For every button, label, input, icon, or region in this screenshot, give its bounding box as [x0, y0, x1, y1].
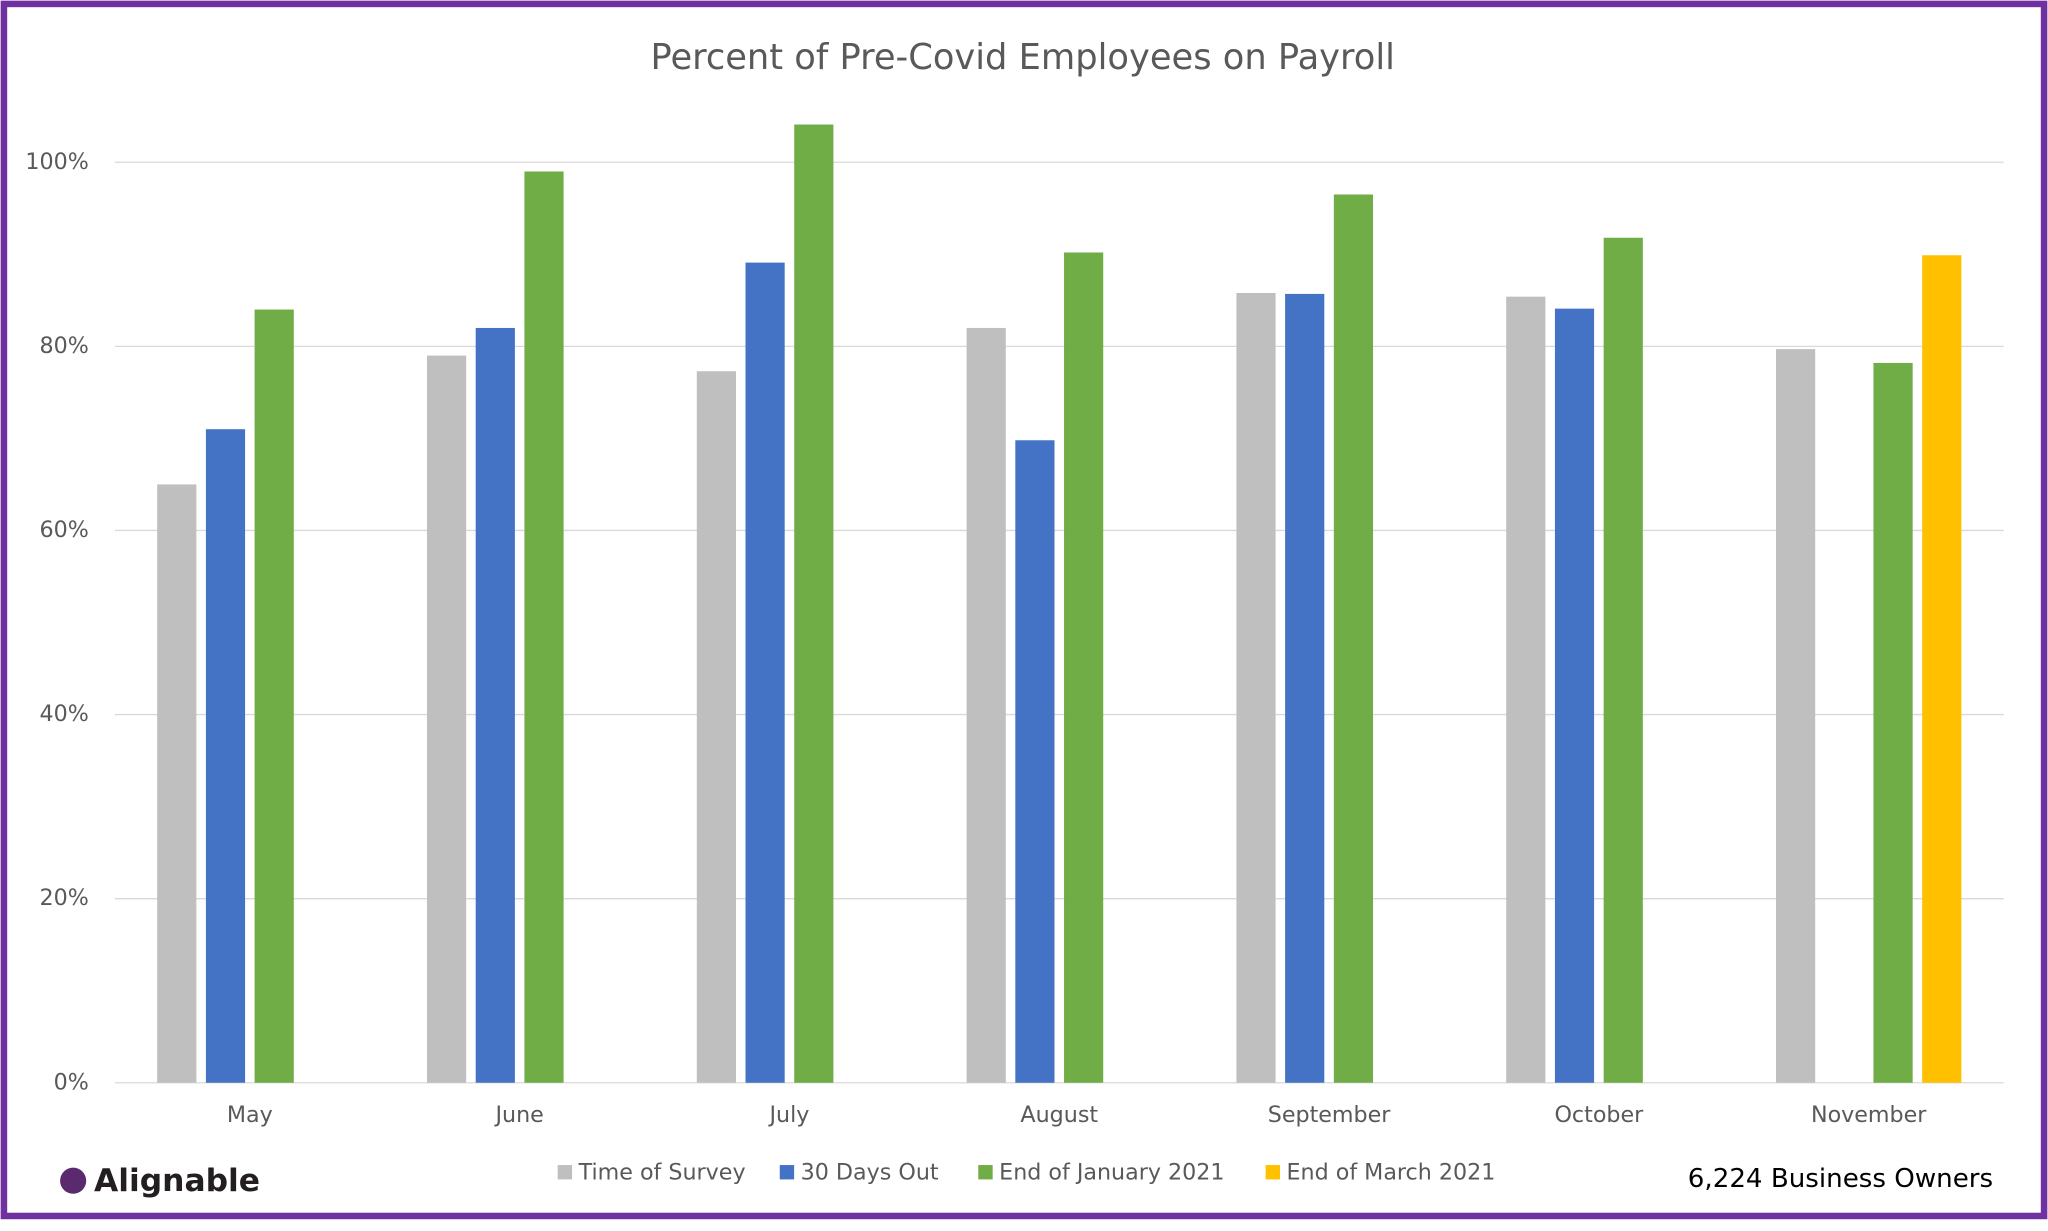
x-tick-label: May	[227, 1102, 273, 1128]
bar	[696, 371, 736, 1083]
bar	[1554, 308, 1595, 1083]
logo-text: Alignable	[94, 1163, 260, 1199]
legend-swatch	[779, 1165, 795, 1180]
bar	[966, 327, 1006, 1083]
bar	[1603, 237, 1643, 1083]
y-tick-label: 20%	[39, 885, 88, 911]
logo-icon	[60, 1167, 87, 1194]
legend-swatch	[978, 1165, 993, 1180]
chart-title: Percent of Pre-Covid Employees on Payrol…	[650, 37, 1394, 78]
x-tick-label: August	[1020, 1102, 1098, 1128]
x-tick-label: September	[1268, 1102, 1392, 1128]
y-tick-label: 60%	[39, 517, 88, 543]
bar	[1873, 362, 1913, 1083]
bar	[205, 429, 246, 1083]
y-tick-label: 80%	[39, 333, 88, 359]
bar	[1236, 292, 1276, 1083]
bar	[745, 262, 785, 1083]
legend-label: Time of Survey	[578, 1159, 746, 1185]
x-tick-label: June	[493, 1102, 543, 1128]
bar	[475, 327, 515, 1083]
y-tick-label: 100%	[25, 149, 88, 175]
legend-label: End of March 2021	[1287, 1159, 1496, 1185]
x-tick-label: July	[768, 1102, 810, 1128]
bar	[1015, 440, 1055, 1083]
note: 6,224 Business Owners	[1688, 1164, 1993, 1194]
y-tick-label: 0%	[54, 1069, 89, 1095]
bar	[1285, 293, 1325, 1083]
legend-label: End of January 2021	[999, 1159, 1224, 1185]
x-tick-label: November	[1811, 1102, 1927, 1128]
bar	[1776, 349, 1816, 1083]
bar	[157, 484, 197, 1083]
bar	[254, 309, 294, 1083]
x-tick-label: October	[1554, 1102, 1644, 1128]
bar	[1064, 252, 1104, 1083]
logo: Alignable	[60, 1163, 260, 1199]
bar	[1333, 194, 1374, 1083]
legend-label: 30 Days Out	[801, 1159, 939, 1185]
legend-swatch	[557, 1165, 573, 1180]
bar	[524, 171, 564, 1083]
bar	[794, 124, 834, 1083]
legend-swatch	[1265, 1165, 1280, 1180]
bar	[1922, 255, 1962, 1083]
bar	[426, 355, 467, 1083]
bar	[1506, 296, 1546, 1083]
y-tick-label: 40%	[39, 701, 88, 727]
